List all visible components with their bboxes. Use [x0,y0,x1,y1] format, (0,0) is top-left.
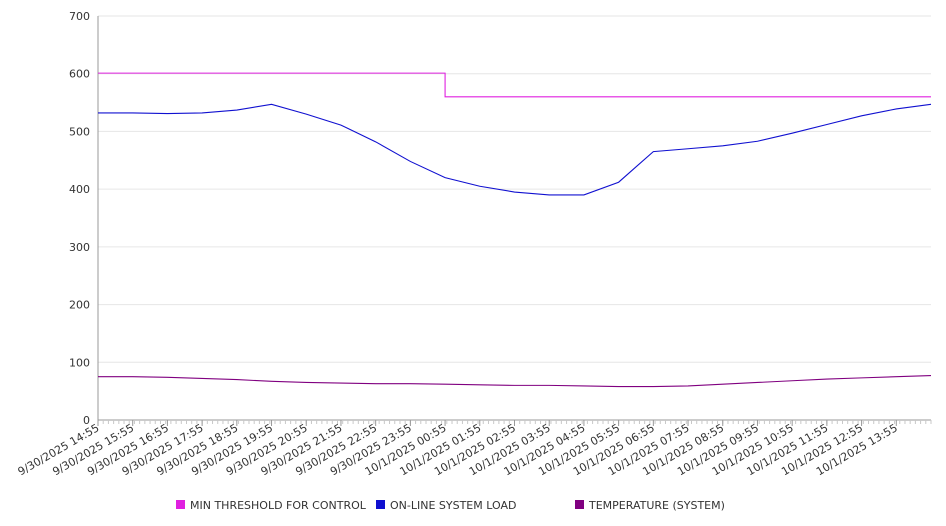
y-tick-label: 700 [69,10,90,23]
y-tick-label: 500 [69,125,90,138]
x-axis: 9/30/2025 14:559/30/2025 15:559/30/2025 … [16,419,932,478]
y-tick-label: 600 [69,68,90,81]
y-axis: 0 100 200 300 400 500 600 700 [69,10,99,427]
legend-swatch [376,500,385,509]
series-line-2 [98,103,932,196]
y-tick-label: 400 [69,183,90,196]
y-tick-label: 300 [69,241,90,254]
y-tick-label: 100 [69,356,90,369]
series-lines [98,72,932,388]
series-line-3 [98,375,932,388]
legend: MIN THRESHOLD FOR CONTROL ON-LINE SYSTEM … [176,499,725,512]
legend-swatch [575,500,584,509]
legend-label: TEMPERATURE (SYSTEM) [588,499,725,512]
series-line-1 [98,72,931,98]
grid-lines [98,15,931,421]
legend-swatch [176,500,185,509]
y-tick-label: 200 [69,299,90,312]
legend-label: ON-LINE SYSTEM LOAD [390,499,516,512]
legend-label: MIN THRESHOLD FOR CONTROL [190,499,367,512]
y-tick-label: 0 [83,414,90,427]
